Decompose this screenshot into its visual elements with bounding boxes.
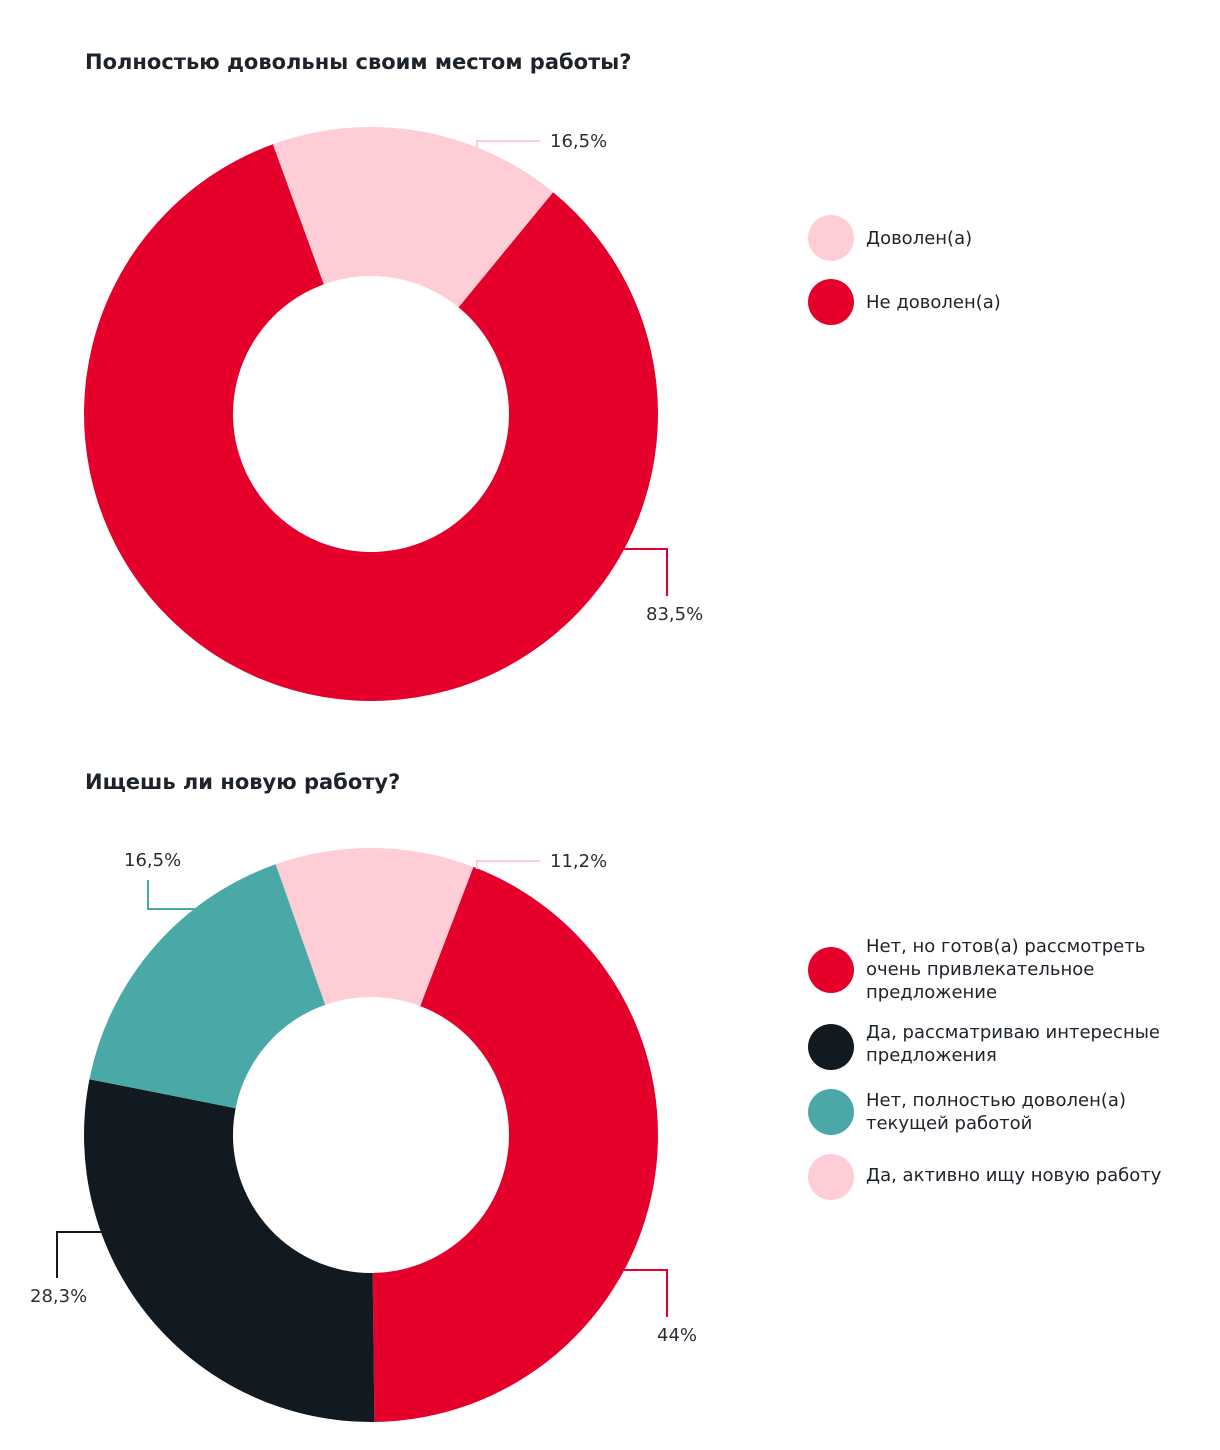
legend-label: Не доволен(а): [866, 292, 1001, 313]
legend-item: Да, рассматриваю интересные предложения: [808, 1022, 1206, 1070]
legend-item: Да, активно ищу новую работу: [808, 1154, 1206, 1200]
legend-swatch: [808, 1154, 854, 1200]
donut-slice: [84, 1079, 375, 1422]
legend-swatch: [808, 947, 854, 993]
legend-label: Да, рассматриваю интересные предложения: [866, 1022, 1160, 1066]
slice-label: 16,5%: [124, 850, 181, 871]
donut-slice: [89, 864, 326, 1109]
donut-slice: [275, 848, 474, 1007]
slice-label: 11,2%: [550, 851, 607, 872]
legend-swatch: [808, 279, 854, 325]
leader-line: [56, 1231, 103, 1278]
legend-label: Да, активно ищу новую работу: [866, 1165, 1162, 1186]
legend-item: Не доволен(а): [808, 279, 1206, 325]
slice-label: 28,3%: [30, 1286, 87, 1307]
leader-line: [476, 140, 540, 149]
legend-item: Нет, полностью доволен(а) текущей работо…: [808, 1089, 1206, 1135]
legend-swatch: [808, 1089, 854, 1135]
legend-swatch: [808, 1024, 854, 1070]
legend-swatch: [808, 215, 854, 261]
leader-line: [476, 860, 540, 869]
chart2-donut: 11,2% 44% 28,3% 16,5%: [30, 848, 697, 1422]
legend-item: Доволен(а): [808, 215, 1206, 261]
chart1-title: Полностью довольны своим местом работы?: [85, 50, 632, 74]
donut-slice: [272, 126, 554, 308]
leader-line: [622, 1269, 668, 1317]
donut-slice: [84, 144, 658, 701]
leader-line: [147, 880, 195, 910]
legend-label: Нет, но готов(а) рассмотреть очень привл…: [866, 936, 1146, 1003]
legend-item: Нет, но готов(а) рассмотреть очень привл…: [808, 936, 1206, 1004]
chart1-donut: 16,5% 83,5%: [84, 126, 703, 701]
slice-label: 83,5%: [646, 604, 703, 625]
legend-label: Доволен(а): [866, 228, 973, 249]
chart2-title: Ищешь ли новую работу?: [85, 770, 401, 794]
legend-label: Нет, полностью доволен(а) текущей работо…: [866, 1090, 1126, 1134]
slice-label: 44%: [657, 1325, 697, 1346]
leader-line: [622, 548, 668, 596]
slice-label: 16,5%: [550, 131, 607, 152]
donut-slice: [372, 866, 658, 1422]
